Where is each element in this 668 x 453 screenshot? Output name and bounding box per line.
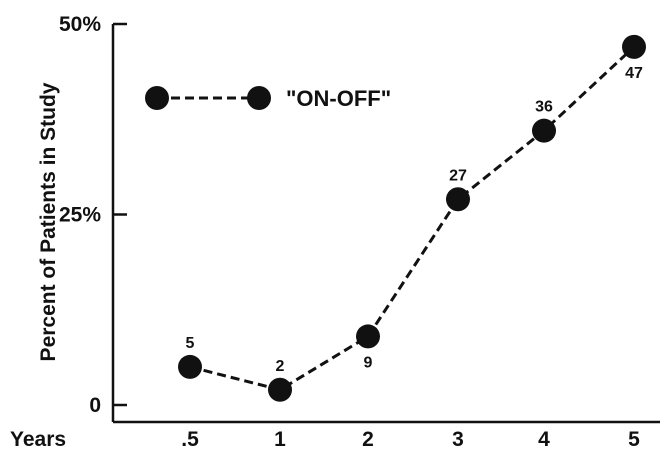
x-tick-label: .5	[181, 428, 199, 451]
y-tick-label: 50%	[59, 13, 101, 36]
legend-marker-right	[247, 86, 271, 110]
x-tick-label: 1	[274, 428, 286, 451]
y-ticks: 0 25% 50%	[59, 13, 127, 417]
x-tick-labels: Years .5 1 2 3 4 5	[10, 428, 640, 451]
x-tick-label: 4	[538, 428, 550, 451]
legend: "ON-OFF"	[145, 86, 391, 111]
data-label: 27	[449, 167, 467, 184]
data-label: 36	[535, 99, 553, 116]
axes	[111, 24, 660, 424]
data-label: 5	[186, 335, 195, 352]
legend-marker-left	[145, 86, 169, 110]
y-tick-label: 25%	[59, 204, 101, 227]
data-point	[268, 377, 292, 402]
x-tick-label: 3	[452, 428, 464, 451]
data-point	[622, 34, 646, 59]
series-line	[189, 45, 636, 392]
x-tick-label: 2	[362, 428, 374, 451]
y-axis-title: Percent of Patients in Study	[37, 82, 60, 361]
data-label: 2	[276, 358, 285, 375]
data-point	[532, 118, 556, 143]
series-on-off: 5 2 9 27 36 47	[178, 34, 646, 402]
data-point	[446, 187, 470, 212]
data-point	[356, 324, 380, 349]
legend-label: "ON-OFF"	[286, 86, 391, 111]
y-tick-label: 0	[89, 394, 101, 417]
data-point	[178, 354, 202, 379]
x-axis-title: Years	[10, 428, 66, 451]
data-label: 47	[625, 65, 643, 82]
x-tick-label: 5	[628, 428, 640, 451]
data-label: 9	[364, 354, 373, 371]
